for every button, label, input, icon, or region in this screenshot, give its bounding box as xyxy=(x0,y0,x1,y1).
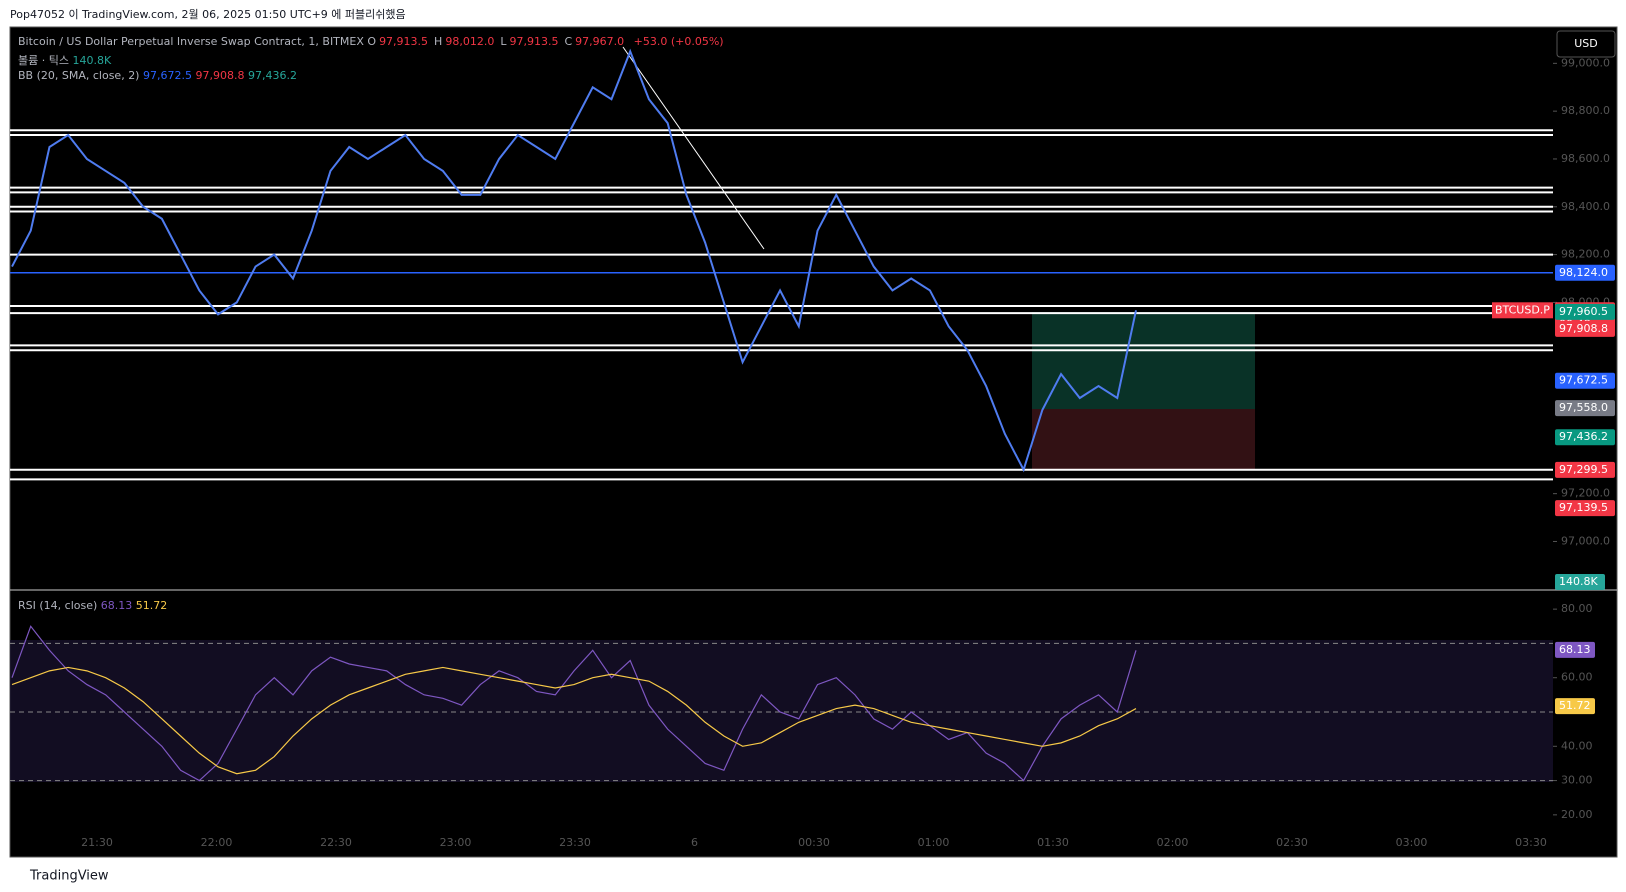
ohlc-value: 98,012.0 xyxy=(445,35,495,48)
price-tag: 98,124.0 xyxy=(1555,264,1615,281)
rsi-tick-label: 60.00 xyxy=(1561,671,1593,684)
tag-bg xyxy=(1555,372,1615,389)
label: 볼륨 · 틱스 xyxy=(18,54,69,67)
price-tag: 68.13 xyxy=(1555,641,1595,658)
volume-tag: 140.8K xyxy=(1555,574,1605,590)
trend-line xyxy=(622,46,765,250)
price-tag: 97,139.5 xyxy=(1555,500,1615,517)
tag-text: 97,558.0 xyxy=(1559,401,1608,414)
series-line xyxy=(11,48,1137,473)
legend-row: Bitcoin / US Dollar Perpetual Inverse Sw… xyxy=(18,35,724,48)
label: BB (20, SMA, close, 2) xyxy=(18,69,140,82)
price-tick-label: 97,000.0 xyxy=(1561,534,1610,547)
tag-text: 51.72 xyxy=(1559,699,1591,712)
rsi-tick-label: 40.00 xyxy=(1561,739,1593,752)
tag-bg xyxy=(1555,320,1615,337)
footer: TradingView xyxy=(29,869,109,884)
currency[interactable]: USD xyxy=(1574,37,1598,50)
time-label: 01:00 xyxy=(918,836,950,849)
rsi-legend: RSI (14, close) 68.13 51.72 xyxy=(18,599,167,612)
value: 140.8K xyxy=(72,54,112,67)
price-tag: 97,299.5 xyxy=(1555,461,1615,478)
currency-button[interactable] xyxy=(1556,30,1616,58)
price-tag: 97,672.5 xyxy=(1555,372,1615,389)
time-label: 00:30 xyxy=(798,836,830,849)
rsi-tick-label: 30.00 xyxy=(1561,774,1593,787)
price-tag: 97,960.5 xyxy=(1555,303,1615,320)
tag-bg xyxy=(1555,500,1615,517)
change: +53.0 (+0.05%) xyxy=(633,35,724,48)
ohlc-value: 97,913.5 xyxy=(509,35,559,48)
tag-text: 97,139.5 xyxy=(1559,501,1608,514)
ohlc-value: 97,967.0 xyxy=(575,35,625,48)
tag-text: 97,960.5 xyxy=(1559,305,1608,318)
price-tag: 97,908.8 xyxy=(1555,320,1615,337)
label: RSI (14, close) xyxy=(18,599,98,612)
target-zone xyxy=(1032,312,1255,409)
price-tick-label: 97,200.0 xyxy=(1561,487,1610,500)
ohlc-key: L xyxy=(500,35,507,48)
ohlc-key: C xyxy=(564,35,573,48)
tag-bg xyxy=(1555,264,1615,281)
ohlc-value: 97,913.5 xyxy=(379,35,429,48)
tag-text: 68.13 xyxy=(1559,643,1591,656)
tag-text: 98,124.0 xyxy=(1559,266,1608,279)
price-tick-label: 98,600.0 xyxy=(1561,152,1610,165)
tag-bg xyxy=(1555,641,1595,658)
rsi-tick-label: 20.00 xyxy=(1561,808,1593,821)
price-tick-label: 98,800.0 xyxy=(1561,104,1610,117)
tag-text: 97,672.5 xyxy=(1559,374,1608,387)
price-tick-label: 98,200.0 xyxy=(1561,248,1610,261)
rsi-tick-label: 80.00 xyxy=(1561,602,1593,615)
time-label: 01:30 xyxy=(1037,836,1069,849)
symbol: Bitcoin / US Dollar Perpetual Inverse Sw… xyxy=(18,35,364,48)
volume-legend: 볼륨 · 틱스 140.8K xyxy=(18,52,111,68)
ohlc-key: H xyxy=(434,35,443,48)
tag-bg xyxy=(1555,461,1615,478)
value: 97,672.5 xyxy=(142,69,192,82)
tag-text: 97,908.8 xyxy=(1559,322,1608,335)
price-tag: 51.72 xyxy=(1555,698,1595,715)
value: 68.13 xyxy=(100,599,133,612)
tag-bg xyxy=(1555,429,1615,446)
value: 51.72 xyxy=(135,599,168,612)
tag-bg xyxy=(1555,303,1615,320)
bb-legend: BB (20, SMA, close, 2) 97,672.5 97,908.8… xyxy=(18,69,297,82)
value: 97,436.2 xyxy=(247,69,297,82)
time-label: 02:30 xyxy=(1276,836,1308,849)
value: 97,908.8 xyxy=(195,69,245,82)
tag-bg xyxy=(1555,698,1595,715)
time-label: 23:30 xyxy=(559,836,591,849)
price-tag: 97,436.2 xyxy=(1555,429,1615,446)
price-tick-label: 99,000.0 xyxy=(1561,56,1610,69)
tag-bg xyxy=(1555,400,1615,417)
price-tag: 97,558.0 xyxy=(1555,400,1615,417)
tag-text: 140.8K xyxy=(1559,575,1598,588)
time-label: 22:00 xyxy=(201,836,233,849)
time-label: 6 xyxy=(691,836,698,849)
tag-bg xyxy=(1492,302,1553,319)
tag-text: BTCUSD.P xyxy=(1495,303,1550,316)
header: Pop47052 이 TradingView.com, 2월 06, 2025 … xyxy=(10,8,406,21)
time-label: 02:00 xyxy=(1157,836,1189,849)
time-label: 23:00 xyxy=(440,836,472,849)
ohlc: O 97,913.5 H 98,012.0 L 97,913.5 C 97,967.0 xyxy=(367,35,630,48)
stop-zone xyxy=(1032,409,1255,470)
tag-text: 97,299.5 xyxy=(1559,463,1608,476)
time-label: 03:30 xyxy=(1515,836,1547,849)
rsi-band xyxy=(10,640,1553,782)
time-label: 21:30 xyxy=(81,836,113,849)
ohlc-key: O xyxy=(367,35,377,48)
time-label: 03:00 xyxy=(1396,836,1428,849)
tag-text: 97,436.2 xyxy=(1559,430,1608,443)
tag-bg xyxy=(1555,574,1605,590)
series-line xyxy=(11,666,1137,775)
price-tick-label: 98,400.0 xyxy=(1561,200,1610,213)
time-label: 22:30 xyxy=(320,836,352,849)
series-line xyxy=(11,625,1137,782)
